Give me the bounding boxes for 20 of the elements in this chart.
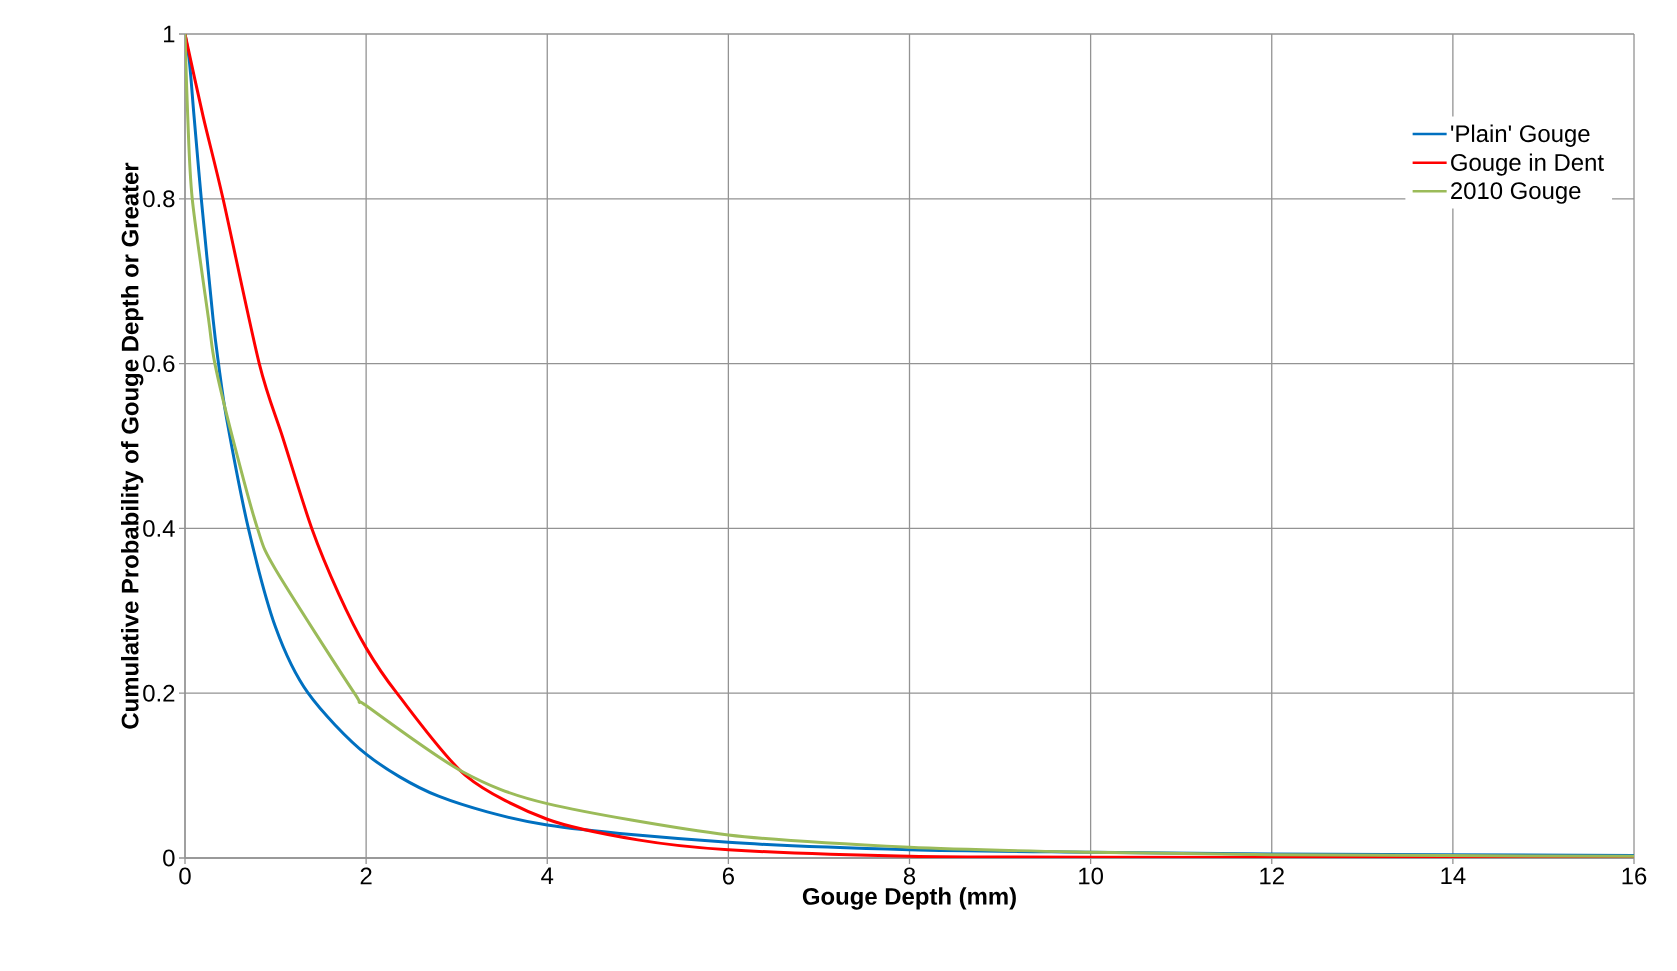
y-tick-label: 1 <box>164 25 175 43</box>
y-tick-label: 0.6 <box>143 355 175 373</box>
x-tick-label: 0 <box>179 867 191 885</box>
x-tick-label: 8 <box>903 867 916 885</box>
x-tick-label: 14 <box>1441 867 1466 884</box>
x-tick-label: 4 <box>541 867 554 884</box>
y-tick-label: 0.8 <box>143 190 175 208</box>
legend-label: 'Plain' Gouge <box>1451 124 1590 147</box>
x-tick-label: 6 <box>722 867 734 885</box>
x-tick-label: 16 <box>1622 867 1647 885</box>
x-axis-title: Gouge Depth (mm) <box>802 887 1016 910</box>
legend-label: Gouge in Dent <box>1451 153 1604 176</box>
x-tick-label: 10 <box>1079 867 1103 885</box>
y-axis-title: Cumulative Probability of Gouge Depth or Greater <box>121 162 144 729</box>
x-tick-label: 2 <box>360 867 372 885</box>
legend-label: 2010 Gouge <box>1451 182 1581 204</box>
y-tick-label: 0.2 <box>143 684 175 702</box>
x-tick-label: 12 <box>1260 867 1284 885</box>
y-tick-label: 0.4 <box>143 519 175 537</box>
y-tick-label: 0 <box>163 849 175 867</box>
